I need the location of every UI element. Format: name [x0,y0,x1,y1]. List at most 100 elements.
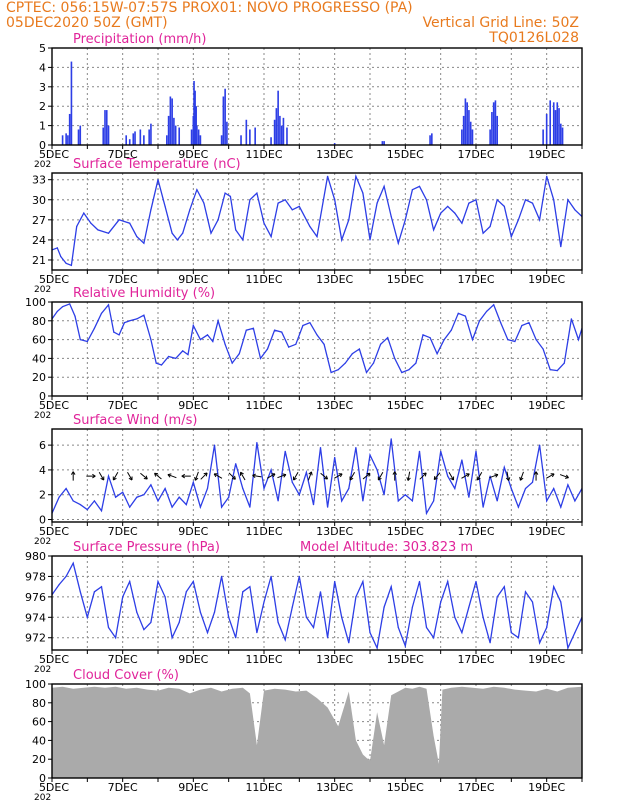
wind-arrow [98,471,105,481]
series-point [355,596,357,598]
series-point [535,339,537,341]
year-label: 202 [34,793,51,800]
precip-bar [466,102,468,145]
series-point [539,219,541,221]
precip-bar [65,133,67,145]
y-tick-label: 3 [39,81,46,94]
series-layer [52,303,582,374]
wind-arrow [489,473,499,479]
precip-bar [554,110,557,145]
series-point [189,209,191,211]
precip-bar [222,96,225,145]
series-point [79,591,81,593]
series-point [249,586,251,588]
precip-bar [464,98,467,145]
series-point [351,353,353,355]
y-tick-label: 976 [25,591,46,604]
series-point [192,481,194,483]
series-point [242,591,244,593]
header: CPTEC: 056:15W-07:57S PROX01: NOVO PROGR… [6,0,579,46]
precip-bar [102,127,105,145]
x-tick-label: 19DEC [528,148,565,161]
series-point [178,621,180,624]
wind-arrow [277,473,287,479]
precip-bar [275,108,278,145]
series-point [440,212,442,214]
series-point [309,322,311,324]
series-point [464,315,466,317]
precip-bar [556,102,559,145]
x-tick-label: 15DEC [387,781,424,794]
series-point [107,304,110,306]
series-point [199,611,201,613]
y-tick-label: 6 [39,439,46,452]
y-tick-label: 40 [32,734,46,747]
series-point [206,632,209,634]
year-label: 202 [34,160,51,170]
precip-bar [549,100,552,145]
series-point [150,484,152,486]
y-tick-label: 0 [39,390,46,403]
series-point [570,318,573,320]
wind-arrow [140,472,148,480]
precip-bar [190,129,193,145]
series-point [411,606,413,608]
series-point [284,199,286,201]
wind-arrow [194,471,199,481]
series-point [100,510,103,512]
series-point [199,506,201,508]
series-point [510,487,512,490]
precip-bar [224,88,226,145]
series-point [482,506,484,508]
series-point [312,626,315,629]
series-point [574,632,576,634]
series-point [524,591,527,593]
series-point [489,642,491,644]
series-point [330,371,332,374]
series-point [305,471,307,473]
panel-title: Relative Humidity (%) [73,286,215,301]
series-point [185,591,187,593]
series-point [397,626,399,629]
precip-bar [461,129,463,145]
series-point [65,575,67,578]
series-point [212,340,214,343]
series-point [425,512,428,514]
precip-bar [105,110,108,145]
series-point [69,303,71,305]
wind-arrow [433,472,441,481]
wind-arrow [533,471,539,481]
x-tick-label: 17DEC [457,525,494,538]
series-point [65,262,67,264]
series-point [221,575,223,578]
series-point [291,606,293,608]
y-tick-label: 100 [25,296,46,309]
series-point [284,639,286,641]
wind-arrow [127,471,133,481]
wind-arrow [519,471,524,481]
wind-arrow [546,473,555,479]
series-point [397,500,399,502]
series-point [298,494,300,496]
series-point [270,575,272,578]
wind-arrow [419,472,427,480]
series-point [334,456,336,459]
series-point [136,318,138,320]
series-point [355,447,357,449]
series-point [478,320,481,322]
panel-frame [51,301,583,397]
x-tick-label: 9DEC [178,653,208,666]
series-point [401,371,403,374]
panel-frame [51,428,583,523]
x-tick-label: 19DEC [528,273,565,286]
series-point [560,246,562,248]
year-label: 202 [34,665,51,675]
precip-bar [167,115,170,145]
series-layer [52,438,582,516]
series-point [65,487,67,490]
wind-arrow [377,471,384,481]
series-point [482,616,484,618]
panel-0: Precipitation (mm/h) 0 1 2 3 4 5 5DEC 7DEC 9DEC 11… [34,32,583,170]
series-point [291,481,293,483]
series-point [344,362,346,364]
